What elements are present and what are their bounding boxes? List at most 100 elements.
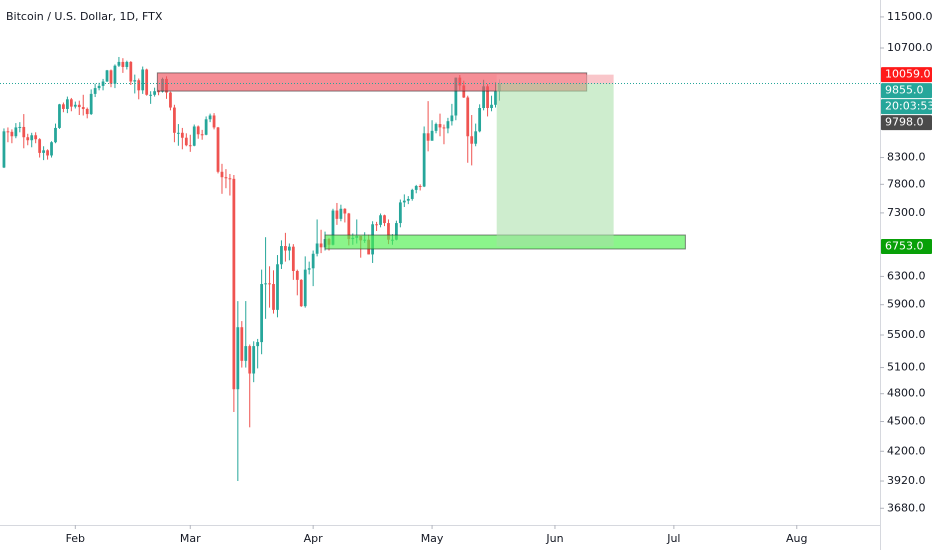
- candle-body: [196, 126, 200, 135]
- x-tick-label: May: [421, 532, 444, 545]
- candle-body: [307, 268, 311, 270]
- position-stop: [496, 74, 614, 84]
- candle-body: [216, 127, 220, 172]
- candle-body: [176, 132, 180, 134]
- candle-body: [62, 104, 65, 109]
- candle-body: [34, 135, 38, 140]
- candle-body: [264, 283, 267, 285]
- y-tick-label: 3920.0: [887, 474, 926, 487]
- candle-body: [398, 202, 402, 224]
- candle-body: [268, 283, 271, 285]
- candle-body: [26, 137, 30, 141]
- candle-body: [133, 80, 137, 82]
- candle-body: [474, 131, 478, 144]
- y-tick-label: 11500.0: [887, 10, 932, 23]
- chart-title: Bitcoin / U.S. Dollar, 1D, FTX: [6, 10, 163, 23]
- candle-body: [319, 243, 323, 248]
- candle-body: [149, 94, 153, 96]
- candle-body: [232, 178, 236, 390]
- candle-body: [284, 246, 287, 251]
- candle-body: [418, 185, 422, 187]
- candle-body: [490, 104, 493, 109]
- candle-body: [280, 246, 283, 265]
- candle-body: [482, 86, 485, 109]
- candle-body: [315, 243, 319, 254]
- candle-body: [89, 93, 93, 115]
- y-tick-label: 7800.0: [887, 177, 926, 190]
- candle-body: [6, 131, 10, 133]
- candle-body: [85, 108, 89, 115]
- candle-body: [212, 115, 216, 128]
- price-label-box: [881, 83, 932, 99]
- y-tick-label: 3680.0: [887, 501, 926, 514]
- candle-body: [450, 115, 454, 122]
- candle-body: [478, 108, 482, 132]
- position-target: [496, 83, 614, 247]
- x-tick-label: Jul: [666, 532, 680, 545]
- candle-body: [173, 107, 176, 133]
- candle-body: [387, 223, 390, 240]
- candle-body: [375, 224, 378, 226]
- candle-body: [442, 127, 446, 129]
- candle-body: [446, 121, 450, 129]
- candle-body: [434, 124, 438, 131]
- candle-body: [204, 119, 208, 135]
- candle-body: [379, 215, 382, 225]
- candle-body: [402, 200, 406, 203]
- candle-body: [137, 80, 141, 91]
- candle-body: [69, 99, 73, 107]
- candle-body: [410, 189, 414, 199]
- candle-body: [454, 77, 458, 116]
- x-tick-label: Mar: [180, 532, 201, 545]
- candle-body: [38, 139, 42, 153]
- candle-body: [117, 61, 121, 66]
- price-label: 9855.0: [885, 84, 924, 97]
- price-label: 10059.0: [885, 68, 931, 81]
- candle-body: [77, 104, 81, 108]
- candle-body: [46, 150, 49, 156]
- candle-body: [430, 130, 434, 141]
- candle-body: [180, 132, 184, 138]
- candle-body: [50, 142, 53, 156]
- candle-body: [224, 177, 228, 179]
- candle-body: [228, 178, 232, 180]
- candle-body: [438, 124, 442, 128]
- y-tick-label: 7300.0: [887, 206, 926, 219]
- candle-body: [169, 92, 172, 108]
- candle-body: [240, 327, 244, 361]
- candle-body: [153, 91, 156, 95]
- candle-body: [299, 279, 303, 307]
- candle-body: [10, 131, 14, 137]
- candle-body: [208, 115, 212, 120]
- price-label-box: [881, 67, 932, 83]
- price-label: 6753.0: [885, 239, 924, 252]
- y-tick-label: 4500.0: [887, 415, 926, 428]
- candle-body: [121, 61, 125, 67]
- candle-body: [252, 346, 256, 374]
- candle-body: [129, 61, 133, 82]
- price-label: 9798.0: [885, 116, 924, 129]
- candle-body: [14, 127, 18, 137]
- candle-body: [236, 327, 240, 390]
- candle-body: [66, 99, 69, 109]
- y-tick-label: 10700.0: [887, 41, 932, 54]
- candle-body: [426, 133, 430, 141]
- x-tick-label: Feb: [66, 532, 85, 545]
- candle-body: [2, 131, 6, 168]
- price-label-box: [881, 238, 932, 254]
- candle-body: [311, 253, 315, 269]
- x-tick-label: Apr: [304, 532, 324, 545]
- candle-body: [494, 91, 497, 105]
- y-tick-label: 5500.0: [887, 328, 926, 341]
- candle-body: [101, 81, 105, 86]
- candle-body: [466, 97, 470, 137]
- candle-body: [188, 145, 192, 147]
- candle-body: [486, 86, 489, 109]
- price-label: 20:03:53: [885, 100, 932, 113]
- x-tick-label: Jun: [545, 532, 563, 545]
- candle-body: [470, 136, 474, 144]
- candle-body: [42, 150, 45, 153]
- candle-body: [192, 126, 196, 146]
